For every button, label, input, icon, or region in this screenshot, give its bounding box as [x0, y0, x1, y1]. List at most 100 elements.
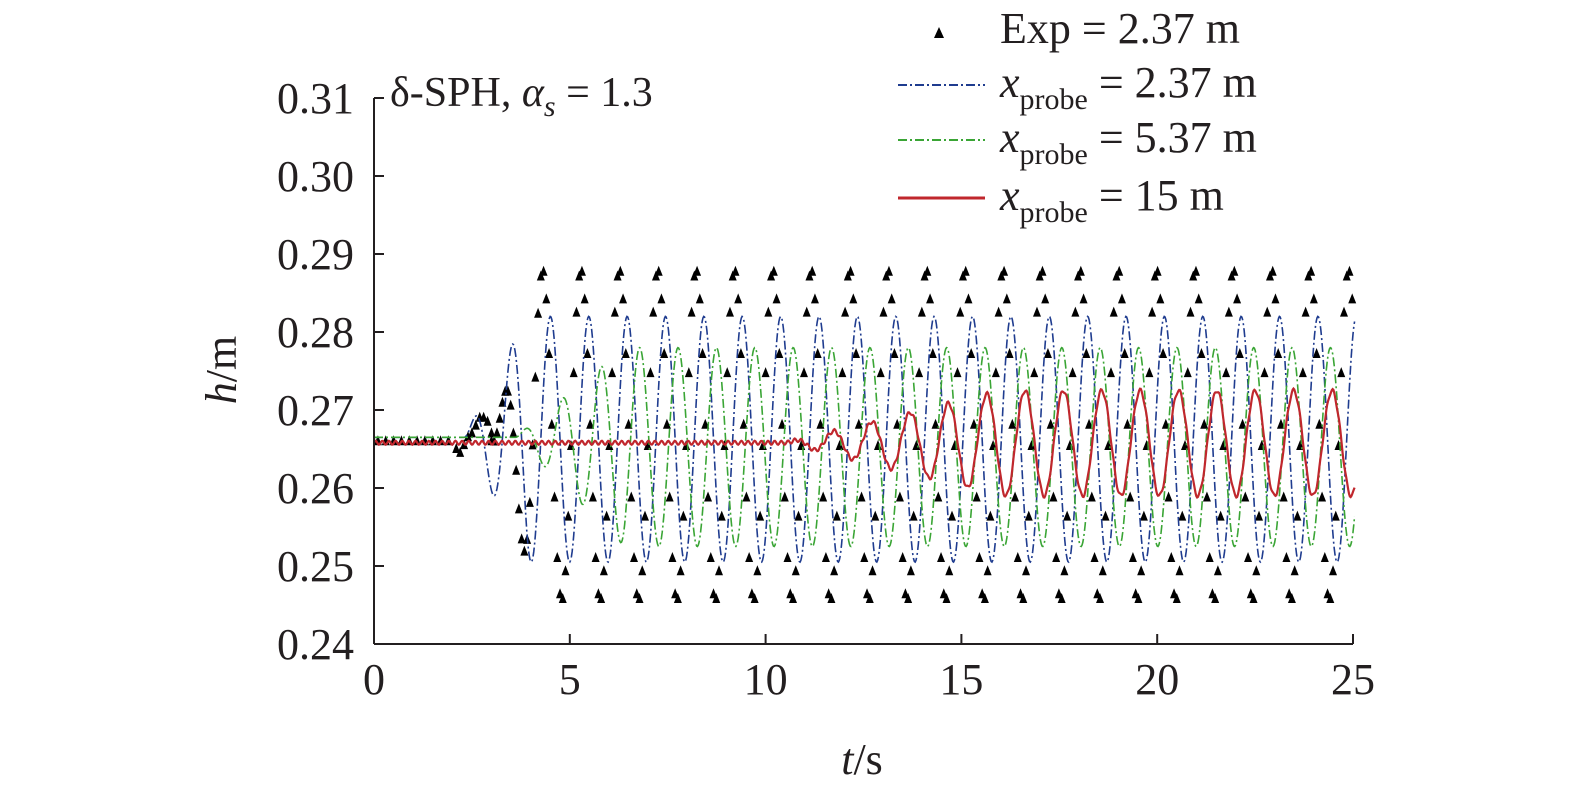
data-point: [1019, 592, 1028, 603]
data-point: [893, 418, 902, 429]
data-point: [1068, 367, 1077, 378]
data-point: [928, 348, 937, 359]
data-point: [1145, 367, 1154, 378]
data-point: [739, 418, 748, 429]
data-point: [857, 491, 866, 502]
data-point: [808, 265, 817, 276]
data-point: [1307, 265, 1316, 276]
data-point: [1153, 265, 1162, 276]
data-point: [569, 367, 578, 378]
series-layer: [373, 265, 1357, 603]
data-point: [512, 464, 521, 475]
data-point: [676, 565, 685, 576]
x-tick-label: 15: [939, 655, 983, 704]
data-point: [583, 348, 592, 359]
data-point: [1043, 348, 1052, 359]
data-point: [547, 418, 556, 429]
data-point: [534, 307, 543, 318]
data-point: [1038, 265, 1047, 276]
data-point: [467, 427, 476, 438]
data-point: [638, 565, 647, 576]
data-point: [616, 265, 625, 276]
data-point: [810, 293, 819, 304]
data-point: [1106, 367, 1115, 378]
y-tick-label: 0.26: [277, 464, 354, 513]
data-point: [868, 565, 877, 576]
data-point: [525, 496, 534, 507]
legend-entry: xprobe = 2.37 m: [898, 58, 1257, 116]
data-point: [1252, 565, 1261, 576]
data-point: [1181, 439, 1190, 450]
data-point: [1271, 293, 1280, 304]
x-axis-var: t: [841, 735, 855, 784]
data-point: [608, 367, 617, 378]
data-point: [1222, 367, 1231, 378]
data-point: [1178, 510, 1187, 521]
data-point: [898, 552, 907, 563]
data-point: [994, 306, 1003, 317]
data-point: [586, 418, 595, 429]
data-point: [799, 367, 808, 378]
data-point: [1287, 592, 1296, 603]
data-point: [791, 565, 800, 576]
data-point: [1191, 265, 1200, 276]
data-point: [1216, 510, 1225, 521]
data-point: [712, 592, 721, 603]
data-point: [1329, 565, 1338, 576]
y-tick-label: 0.31: [277, 74, 354, 123]
data-point: [967, 348, 976, 359]
data-point: [520, 545, 529, 556]
data-point: [1071, 306, 1080, 317]
data-point: [1098, 565, 1107, 576]
data-point: [764, 306, 773, 317]
data-point: [1090, 552, 1099, 563]
data-point: [865, 592, 874, 603]
data-point: [624, 418, 633, 429]
data-point: [654, 265, 663, 276]
data-point: [1339, 306, 1348, 317]
annotation-symbol: α: [522, 70, 545, 116]
data-point: [953, 367, 962, 378]
data-point: [846, 265, 855, 276]
data-point: [1126, 491, 1135, 502]
x-tick-label: 20: [1135, 655, 1179, 704]
data-point: [1268, 265, 1277, 276]
data-point: [605, 439, 614, 450]
data-point: [630, 552, 639, 563]
data-point: [1318, 491, 1327, 502]
data-point: [588, 491, 597, 502]
data-point: [479, 411, 488, 422]
data-point: [1320, 552, 1329, 563]
data-point: [701, 418, 710, 429]
data-point: [849, 293, 858, 304]
data-point: [1005, 348, 1014, 359]
data-point: [1109, 306, 1118, 317]
legend-var: x: [999, 171, 1020, 220]
data-point: [1134, 592, 1143, 603]
data-point: [1194, 293, 1203, 304]
data-point: [1230, 265, 1239, 276]
data-point: [1186, 306, 1195, 317]
data-point: [852, 348, 861, 359]
legend-label: xprobe = 15 m: [999, 171, 1224, 229]
data-point: [1148, 306, 1157, 317]
annotation-label: δ-SPH, αs = 1.3: [390, 70, 653, 123]
annotation-subscript: s: [544, 90, 556, 123]
legend-value: = 2.37 m: [1088, 58, 1257, 107]
legend-entry: Exp = 2.37 m: [934, 4, 1240, 53]
data-point: [969, 418, 978, 429]
x-tick-label: 0: [363, 655, 385, 704]
legend-label: Exp = 2.37 m: [1000, 4, 1240, 53]
data-point: [1235, 348, 1244, 359]
legend-sub: probe: [1020, 138, 1088, 171]
x-tick-label: 25: [1331, 655, 1375, 704]
data-point: [780, 491, 789, 502]
x-axis-label: t/s: [841, 735, 883, 784]
data-point: [1238, 418, 1247, 429]
data-point: [599, 565, 608, 576]
data-point: [714, 565, 723, 576]
data-point: [673, 592, 682, 603]
data-point: [1205, 552, 1214, 563]
data-point: [597, 592, 606, 603]
